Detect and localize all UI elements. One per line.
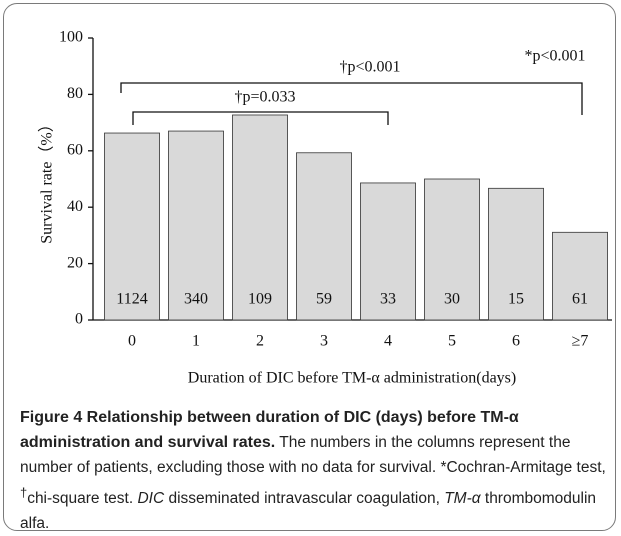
y-tick-label: 20	[67, 254, 83, 271]
x-tick-label: 3	[320, 333, 328, 350]
x-tick-label: ≥7	[572, 333, 589, 350]
bar	[488, 187, 544, 321]
figure-frame	[3, 3, 616, 531]
annotation: †p=0.033	[234, 89, 295, 106]
bar	[232, 114, 288, 321]
value-label: 61	[572, 291, 588, 308]
x-tick-label: 0	[128, 333, 136, 350]
x-tick-label: 6	[512, 333, 520, 350]
value-label: 59	[316, 291, 332, 308]
y-tick-label: 40	[67, 198, 83, 215]
bar	[168, 130, 224, 321]
y-tick-label: 80	[67, 85, 83, 102]
annotation: *p<0.001	[524, 48, 585, 65]
bracket	[132, 111, 389, 125]
caption: Figure 4 Relationship between duration o…	[20, 405, 610, 536]
x-tick-label: 2	[256, 333, 264, 350]
value-label: 15	[508, 291, 524, 308]
bar	[552, 231, 608, 321]
x-tick-label: 4	[384, 333, 392, 350]
bar	[424, 178, 480, 321]
value-label: 30	[444, 291, 460, 308]
value-label: 1124	[116, 291, 147, 308]
bracket	[120, 82, 583, 115]
x-tick-label: 1	[192, 333, 200, 350]
caption-text: †	[20, 485, 28, 500]
y-tick-label: 60	[67, 141, 83, 158]
annotation: †p<0.001	[339, 59, 400, 76]
y-axis-label: Survival rate（%）	[38, 116, 56, 244]
caption-text: thrombomodulin alfa.	[20, 490, 597, 533]
x-tick-label: 5	[448, 333, 456, 350]
caption-text: DIC	[137, 490, 165, 508]
y-tick-label: 0	[75, 311, 83, 328]
value-label: 340	[184, 291, 208, 308]
value-label: 33	[380, 291, 396, 308]
bar	[296, 152, 352, 321]
caption-text: chi-square test.	[27, 490, 138, 508]
caption-text: TM-α	[444, 490, 481, 508]
x-axis-label: Duration of DIC before TM-α administrati…	[188, 370, 516, 387]
bar	[360, 182, 416, 321]
bar	[104, 132, 160, 321]
value-label: 109	[248, 291, 272, 308]
caption-text: The numbers in the columns represent the…	[20, 434, 606, 476]
y-tick-label: 100	[59, 29, 83, 46]
caption-text: disseminated intravascular coagulation,	[164, 490, 445, 508]
chart: Survival rate（%） Duration of DIC before …	[38, 29, 612, 387]
caption-title: Figure 4 Relationship between duration o…	[20, 409, 519, 451]
